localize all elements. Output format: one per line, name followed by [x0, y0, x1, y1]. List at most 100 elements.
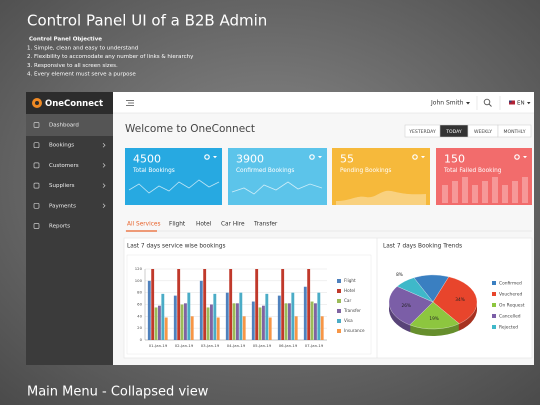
menu-toggle[interactable]: [126, 100, 134, 106]
x-tick-label: 03-Jan-19: [201, 343, 220, 348]
tab[interactable]: Transfer: [253, 222, 278, 228]
legend-label: On Request: [499, 303, 525, 309]
caret: [523, 156, 527, 159]
pie-label: 26%: [401, 303, 411, 309]
legend-swatch: [337, 279, 341, 283]
card-settings[interactable]: [412, 154, 418, 160]
bar: [225, 292, 229, 340]
card-sparkline: [462, 177, 468, 203]
card-sparkline: [522, 177, 528, 203]
tab[interactable]: Hotel: [196, 222, 212, 228]
pie-slice: [432, 276, 478, 324]
bar: [255, 269, 259, 340]
bar: [303, 286, 307, 340]
legend-swatch: [492, 292, 496, 296]
bar: [158, 305, 161, 340]
period-label: WEEKLY: [474, 129, 492, 135]
bar: [203, 269, 207, 340]
menu-active-bg: [26, 114, 113, 136]
sidebar: [26, 92, 113, 365]
logo-icon-center: [35, 101, 39, 105]
stat-card: [228, 148, 327, 205]
bar: [314, 303, 317, 340]
bar: [232, 303, 236, 340]
card-sparkline: [502, 185, 508, 203]
x-tick-label: 04-Jan-19: [227, 343, 246, 348]
bar: [180, 304, 184, 340]
caret: [213, 156, 217, 159]
legend-label: Hotel: [344, 288, 355, 293]
card-settings[interactable]: [309, 154, 315, 160]
bar: [173, 295, 177, 340]
menu-item[interactable]: Suppliers: [49, 183, 75, 189]
legend-label: Cancelled: [499, 314, 521, 320]
bar: [320, 316, 324, 340]
flag-icon: [509, 100, 515, 105]
menu-item[interactable]: Reports: [49, 224, 70, 230]
menu-item[interactable]: Payments: [49, 203, 76, 209]
card-sparkline: [512, 181, 518, 203]
bar: [277, 295, 281, 340]
bar: [210, 304, 213, 340]
card-value: 150: [444, 153, 465, 166]
y-tick-label: 20: [137, 325, 142, 330]
menu-item[interactable]: Bookings: [49, 143, 74, 149]
card-sparkline: [231, 181, 323, 195]
y-tick-label: 0: [140, 337, 143, 342]
y-tick-label: 60: [137, 302, 142, 307]
y-tick-label: 120: [135, 266, 143, 271]
bar: [151, 269, 155, 340]
card-settings[interactable]: [204, 154, 210, 160]
footer-caption: Main Menu - Collapsed view: [27, 385, 209, 400]
bar: [239, 292, 243, 340]
logo-bar: [26, 92, 113, 114]
stat-card: [125, 148, 222, 205]
user-name[interactable]: John Smith: [430, 100, 464, 107]
bar: [294, 316, 298, 340]
menu-item[interactable]: Dashboard: [49, 123, 79, 129]
x-tick-label: 01-Jan-19: [149, 343, 168, 348]
card-label: Total Bookings: [132, 168, 175, 174]
bar: [164, 317, 168, 340]
bar: [154, 307, 158, 340]
bar: [229, 269, 233, 340]
legend-swatch: [337, 289, 341, 293]
bar: [184, 303, 187, 340]
menu-icon: [33, 182, 40, 189]
tab[interactable]: Flight: [169, 222, 186, 228]
menu-item[interactable]: Customers: [49, 163, 79, 169]
tab[interactable]: Car Hire: [221, 222, 245, 228]
pie-slice: [409, 301, 460, 330]
period-label: TODAY: [445, 129, 462, 135]
legend-swatch: [492, 325, 496, 329]
bar: [268, 317, 272, 340]
period-label: YESTERDAY: [408, 129, 436, 135]
bar: [288, 303, 291, 340]
legend-label: Rejected: [499, 325, 518, 331]
page-title: Control Panel UI of a B2B Admin: [27, 12, 267, 30]
legend-label: Visa: [344, 318, 353, 323]
period-button[interactable]: [497, 124, 532, 138]
card-settings[interactable]: [514, 154, 520, 160]
chart-title: Last 7 days service wise bookings: [127, 244, 225, 250]
search-icon[interactable]: [483, 98, 492, 107]
bar: [206, 307, 210, 340]
tab[interactable]: All Services: [127, 222, 160, 228]
legend-swatch: [492, 314, 496, 318]
legend-swatch: [337, 329, 341, 333]
bar: [284, 303, 288, 340]
legend-label: Vouchered: [499, 292, 522, 298]
bar: [310, 301, 314, 340]
bar: [251, 301, 255, 340]
menu-chevron: [102, 203, 106, 209]
objective-item: 4. Every element must serve a purpose: [27, 72, 136, 78]
card-value: 55: [340, 153, 354, 166]
objective-item: 1. Simple, clean and easy to understand: [27, 46, 138, 52]
topbar: [113, 92, 534, 113]
legend-swatch: [492, 281, 496, 285]
bar: [190, 316, 194, 340]
language[interactable]: EN: [517, 101, 525, 107]
menu-icon: [33, 122, 40, 128]
